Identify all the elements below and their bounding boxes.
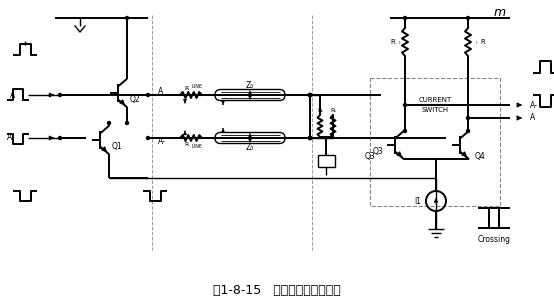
Text: R: R [184, 85, 189, 91]
Text: Q3: Q3 [372, 147, 383, 156]
Text: LINE: LINE [192, 144, 203, 148]
Text: Z₀: Z₀ [246, 144, 254, 152]
Circle shape [107, 121, 110, 125]
Text: m: m [494, 6, 506, 20]
Circle shape [466, 129, 469, 132]
Circle shape [126, 17, 129, 20]
Text: R: R [390, 39, 395, 45]
Text: Rₜ: Rₜ [330, 107, 336, 113]
Text: Z₀: Z₀ [246, 80, 254, 89]
Text: A-: A- [158, 137, 166, 147]
Circle shape [126, 121, 129, 125]
Text: Q3: Q3 [364, 152, 375, 162]
Circle shape [146, 136, 150, 140]
Text: ₗ: ₗ [399, 40, 400, 46]
Text: 图1-8-15   差分信号结构示意图: 图1-8-15 差分信号结构示意图 [213, 283, 341, 297]
Text: R: R [480, 39, 485, 45]
Circle shape [466, 17, 469, 20]
Circle shape [466, 117, 469, 120]
Text: Q1: Q1 [112, 142, 122, 151]
Text: SWITCH: SWITCH [422, 107, 449, 113]
Circle shape [59, 94, 61, 96]
Bar [370, 78, 500, 206]
Text: I1: I1 [414, 196, 421, 206]
Text: Q4: Q4 [475, 152, 486, 162]
Circle shape [309, 136, 311, 140]
Circle shape [146, 94, 150, 96]
Circle shape [309, 94, 311, 96]
Text: ₗ: ₗ [476, 40, 477, 46]
Text: Crossing: Crossing [478, 236, 510, 244]
Text: R: R [184, 143, 189, 147]
Text: Q2: Q2 [130, 95, 140, 104]
FancyBboxPatch shape [215, 89, 285, 100]
Text: LINE: LINE [192, 84, 203, 89]
Circle shape [59, 136, 61, 140]
Circle shape [403, 129, 407, 132]
Circle shape [403, 17, 407, 20]
Circle shape [403, 103, 407, 106]
Text: A-: A- [530, 100, 538, 110]
Circle shape [309, 136, 311, 140]
Text: A: A [530, 114, 535, 122]
Bar [318, 155, 335, 167]
Circle shape [309, 94, 311, 96]
Circle shape [309, 136, 311, 140]
Text: CURRENT: CURRENT [418, 97, 452, 103]
Text: A: A [10, 91, 15, 99]
Text: A-: A- [7, 133, 15, 143]
Text: Rₜ: Rₜ [317, 107, 323, 113]
FancyBboxPatch shape [215, 132, 285, 144]
Text: A: A [158, 87, 163, 95]
Circle shape [309, 94, 311, 96]
